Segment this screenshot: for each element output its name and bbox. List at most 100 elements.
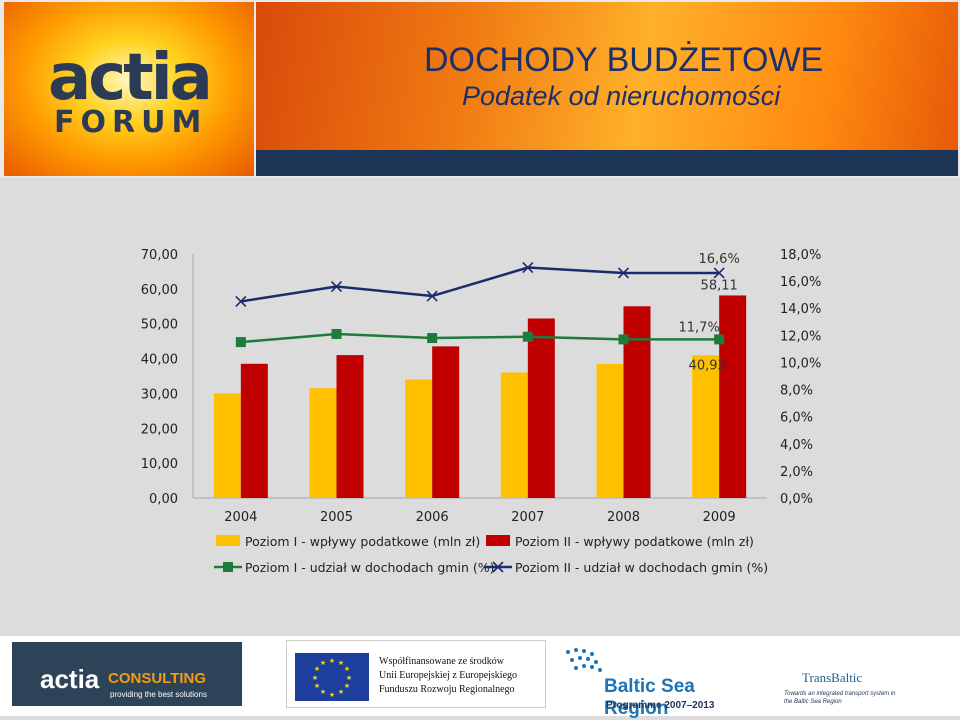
line-point-x	[426, 290, 438, 302]
bar-poziom-i	[405, 379, 433, 498]
bar-poziom-i	[692, 355, 720, 498]
baltic-sea-region-logo: Baltic Sea Region Programme 2007–2013	[560, 640, 760, 719]
bar-poziom-ii	[432, 346, 460, 498]
y-right-tick-label: 16,0%	[780, 275, 821, 290]
chart-svg: 0,00 10,00 20,00 30,00 40,00 50,00 60,00 70,00 0…	[141, 248, 822, 575]
y-left-tick-label: 40,00	[141, 353, 178, 368]
bar-poziom-ii	[336, 355, 364, 498]
line-point-x	[617, 267, 630, 279]
svg-text:★: ★	[329, 691, 335, 699]
eu-funding-logo: ★ ★ ★ ★ ★ ★ ★ ★ ★ ★ ★ ★ Współfinansowane ze środ…	[286, 640, 546, 708]
svg-text:★: ★	[314, 682, 320, 690]
page-subtitle: Podatek od nieruchomości	[462, 81, 781, 111]
svg-text:★: ★	[344, 665, 350, 673]
svg-text:★: ★	[312, 674, 318, 682]
svg-text:★: ★	[320, 659, 326, 667]
bar-poziom-i	[500, 372, 528, 498]
y-left-tick-label: 30,00	[141, 387, 178, 402]
svg-text:★: ★	[346, 674, 352, 682]
bar-poziom-i	[213, 393, 241, 498]
legend-label: Poziom II - wpływy podatkowe (mln zł)	[515, 534, 754, 549]
y-left-tick-label: 60,00	[141, 283, 178, 298]
line-point-x	[713, 267, 725, 279]
svg-text:★: ★	[344, 682, 350, 690]
line-point-square	[618, 334, 629, 345]
x-tick-label: 2005	[320, 510, 353, 525]
data-label: 40,93	[689, 358, 726, 373]
page-title: DOCHODY BUDŻETOWE	[424, 41, 824, 79]
y-right-tick-label: 18,0%	[780, 248, 821, 263]
line-point-x	[522, 261, 534, 274]
actia-consulting-logo: actia CONSULTING providing the best solu…	[12, 642, 242, 706]
line-point-square	[427, 333, 438, 344]
consulting-tagline: providing the best solutions	[110, 690, 207, 699]
baltic-programme: Programme 2007–2013	[606, 700, 715, 711]
line-poziom-ii	[240, 266, 720, 303]
y-right-tick-label: 10,0%	[780, 356, 821, 371]
y-right-tick-label: 2,0%	[780, 465, 813, 480]
eu-line-3: Funduszu Rozwoju Regionalnego	[379, 684, 515, 695]
y-right-tick-label: 8,0%	[780, 384, 813, 399]
header: actia FORUM DOCHODY BUDŻETOWE Podatek od…	[0, 0, 960, 178]
line-point-square	[714, 334, 725, 345]
svg-text:★: ★	[338, 659, 344, 667]
x-tick-label: 2007	[511, 510, 544, 525]
line-point-x	[235, 295, 247, 308]
eu-line-2: Unii Europejskiej z Europejskiego	[379, 670, 518, 681]
eu-funding-text: Współfinansowane ze środków Unii Europej…	[379, 655, 539, 697]
chart-area: 0,00 10,00 20,00 30,00 40,00 50,00 60,00 70,00 0…	[0, 180, 960, 636]
bar-poziom-i	[309, 388, 337, 498]
svg-text:★: ★	[338, 688, 344, 696]
legend-label: Poziom I - wpływy podatkowe (mln zł)	[245, 534, 480, 549]
consulting-brand: actia	[40, 664, 100, 694]
y-left-tick-label: 50,00	[141, 318, 178, 333]
x-tick-label: 2006	[416, 510, 449, 525]
legend-swatch-bar	[216, 535, 240, 546]
legend-marker-square	[223, 562, 233, 572]
eu-line-1: Współfinansowane ze środków	[379, 656, 504, 667]
data-label: 11,7%	[679, 320, 720, 335]
line-point-x	[330, 280, 343, 293]
logo-panel: actia FORUM	[4, 2, 254, 176]
line-point-square	[522, 331, 533, 342]
legend-label: Poziom II - udział w dochodach gmin (%)	[515, 560, 768, 575]
consulting-name: CONSULTING	[108, 670, 207, 687]
bar-poziom-ii	[240, 363, 268, 498]
svg-text:★: ★	[320, 688, 326, 696]
legend-label: Poziom I - udział w dochodach gmin (%)	[245, 560, 495, 575]
y-left-tick-label: 70,00	[141, 248, 178, 263]
legend-marker-x	[492, 561, 504, 573]
y-left-tick-label: 0,00	[149, 492, 178, 507]
x-tick-label: 2008	[607, 510, 640, 525]
y-right-tick-label: 4,0%	[780, 438, 813, 453]
actia-logo-text: actia	[48, 41, 213, 115]
line-poziom-i	[240, 332, 720, 344]
x-tick-label: 2009	[703, 510, 736, 525]
y-right-tick-label: 12,0%	[780, 329, 821, 344]
svg-text:★: ★	[329, 657, 335, 665]
legend-swatch-bar	[486, 535, 510, 546]
baltic-wave-icon	[566, 648, 602, 672]
bar-poziom-ii	[527, 318, 555, 498]
header-photo	[256, 2, 958, 150]
y-right-tick-label: 0,0%	[780, 492, 813, 507]
y-right-tick-label: 14,0%	[780, 302, 821, 317]
header-band	[256, 150, 958, 176]
svg-text:★: ★	[314, 665, 320, 673]
baltic-title: Baltic Sea Region	[604, 676, 695, 719]
y-left-tick-label: 20,00	[141, 422, 178, 437]
data-label: 58,11	[701, 278, 738, 293]
line-point-square	[331, 328, 342, 339]
y-left-tick-label: 10,00	[141, 457, 178, 472]
data-label: 16,6%	[699, 252, 740, 267]
transbaltic-logo: TransBaltic Towards an integrated transp…	[772, 640, 902, 710]
footer: actia CONSULTING providing the best solu…	[0, 636, 960, 719]
transbaltic-tagline: Towards an integrated transport system i…	[784, 691, 896, 705]
bar-poziom-ii	[719, 295, 747, 498]
transbaltic-name: TransBaltic	[802, 670, 863, 685]
x-tick-label: 2004	[224, 510, 257, 525]
y-right-tick-label: 6,0%	[780, 411, 813, 426]
line-point-square	[235, 337, 246, 348]
eu-flag-icon: ★ ★ ★ ★ ★ ★ ★ ★ ★ ★ ★ ★	[295, 653, 369, 701]
bar-poziom-i	[596, 363, 624, 498]
